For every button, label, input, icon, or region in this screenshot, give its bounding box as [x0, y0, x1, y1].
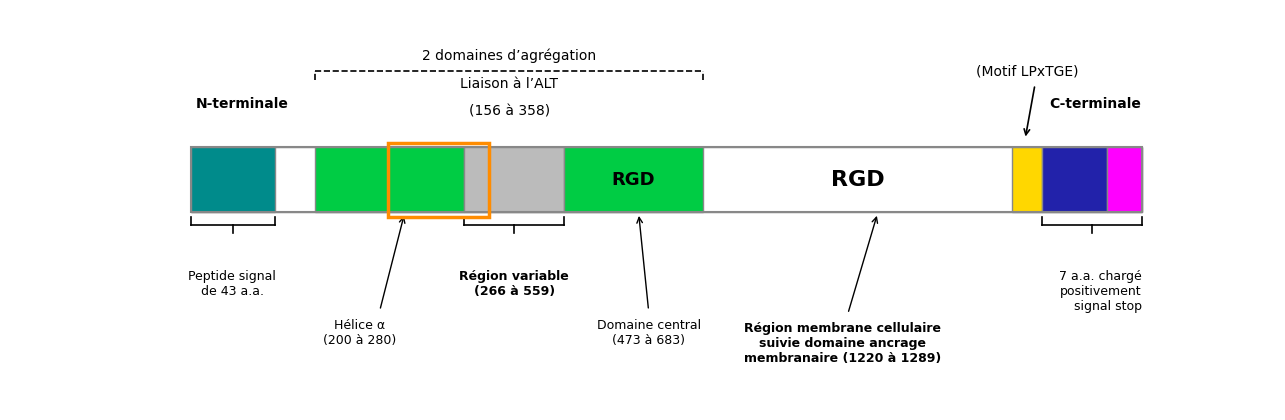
Text: 7 a.a. chargé
positivement
signal stop: 7 a.a. chargé positivement signal stop — [1059, 270, 1141, 313]
Text: Hélice α
(200 à 280): Hélice α (200 à 280) — [323, 319, 397, 347]
Text: N-terminale: N-terminale — [195, 97, 288, 111]
Bar — [1106, 147, 1141, 212]
Text: Domaine central
(473 à 683): Domaine central (473 à 683) — [596, 319, 700, 347]
Bar — [190, 147, 275, 212]
Text: RGD: RGD — [612, 171, 655, 189]
Text: Région variable
(266 à 559): Région variable (266 à 559) — [459, 270, 569, 298]
Text: (156 à 358): (156 à 358) — [469, 105, 550, 119]
Text: Peptide signal
de 43 a.a.: Peptide signal de 43 a.a. — [189, 270, 276, 298]
Bar — [190, 147, 1141, 212]
Bar — [1042, 147, 1106, 212]
Bar — [388, 142, 490, 217]
Text: RGD: RGD — [831, 170, 884, 190]
Text: Liaison à l’ALT: Liaison à l’ALT — [460, 77, 558, 92]
Bar — [564, 147, 703, 212]
Bar — [1013, 147, 1042, 212]
Bar — [464, 147, 564, 212]
Text: 2 domaines d’agrégation: 2 domaines d’agrégation — [421, 48, 596, 63]
Text: Région membrane cellulaire
suivie domaine ancrage
membranaire (1220 à 1289): Région membrane cellulaire suivie domain… — [744, 322, 942, 365]
Bar — [190, 147, 1141, 212]
Text: (Motif LPxTGE): (Motif LPxTGE) — [975, 64, 1078, 79]
Bar — [315, 147, 464, 212]
Text: C-terminale: C-terminale — [1050, 97, 1141, 111]
